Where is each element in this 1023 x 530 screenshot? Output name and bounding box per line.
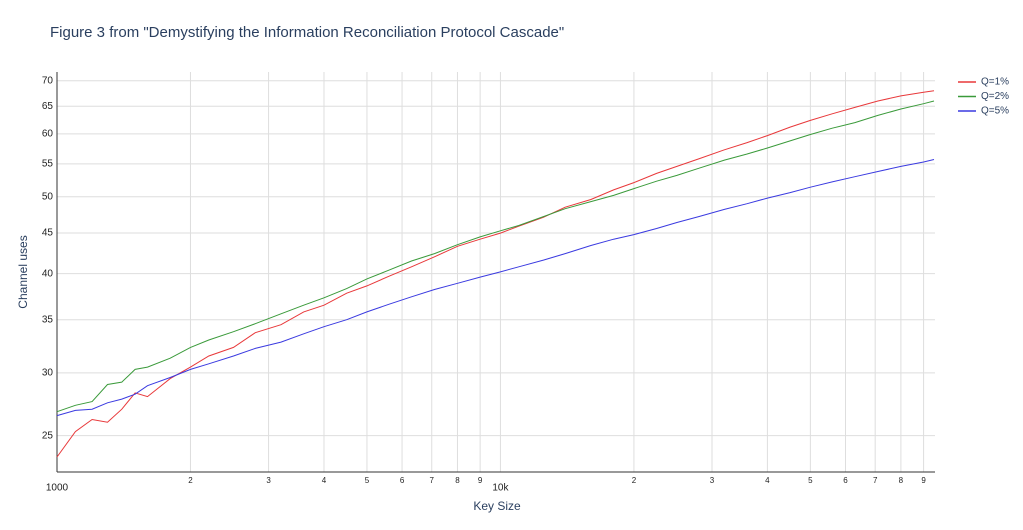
y-tick-label: 40 <box>42 268 54 279</box>
line-series <box>56 90 935 458</box>
chart-title: Figure 3 from "Demystifying the Informat… <box>50 24 564 41</box>
y-tick-label: 45 <box>42 228 54 239</box>
x-axis-title: Key Size <box>473 499 521 513</box>
y-tick-label: 50 <box>42 191 54 202</box>
legend-label: Q=1% <box>981 77 1009 88</box>
legend-label: Q=2% <box>981 91 1009 102</box>
x-tick-label: 2 <box>632 476 637 485</box>
line-series <box>56 100 935 413</box>
x-tick-label: 9 <box>921 476 926 485</box>
x-tick-label: 10k <box>492 483 509 494</box>
x-tick-label: 6 <box>400 476 405 485</box>
x-tick-label: 4 <box>322 476 327 485</box>
x-tick-label: 5 <box>808 476 813 485</box>
x-tick-label: 2 <box>188 476 193 485</box>
y-axis-title: Channel uses <box>16 235 30 308</box>
line-series <box>56 159 935 417</box>
x-tick-label: 8 <box>455 476 460 485</box>
x-tick-label: 3 <box>710 476 715 485</box>
y-tick-label: 25 <box>42 430 54 441</box>
x-tick-label: 5 <box>365 476 370 485</box>
y-tick-label: 55 <box>42 159 54 170</box>
y-tick-label: 65 <box>42 101 54 112</box>
x-tick-label: 7 <box>430 476 435 485</box>
y-tick-label: 30 <box>42 367 54 378</box>
x-tick-label: 7 <box>873 476 878 485</box>
x-tick-label: 6 <box>843 476 848 485</box>
x-tick-label: 1000 <box>46 483 69 494</box>
x-tick-label: 9 <box>478 476 483 485</box>
legend-label: Q=5% <box>981 106 1009 117</box>
x-tick-label: 3 <box>266 476 271 485</box>
y-tick-label: 70 <box>42 75 54 86</box>
x-tick-label: 8 <box>899 476 904 485</box>
y-tick-label: 60 <box>42 129 54 140</box>
y-tick-label: 35 <box>42 314 54 325</box>
x-tick-label: 4 <box>765 476 770 485</box>
